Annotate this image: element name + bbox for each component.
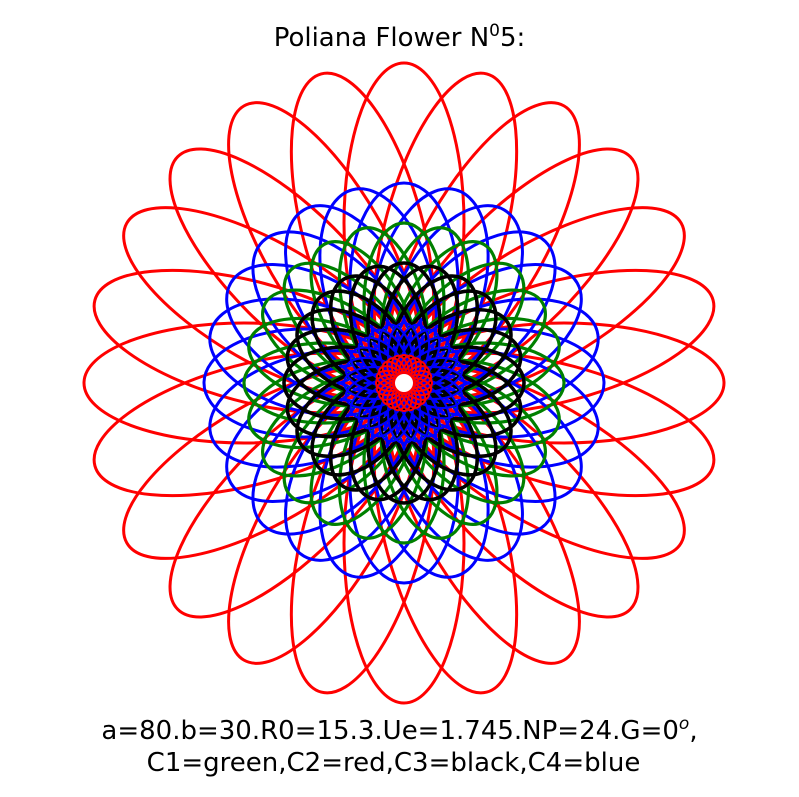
caption-line1-main: a=80.b=30.R0=15.3.Ue=1.745.NP=24.G=0	[101, 716, 679, 746]
center-hole	[395, 374, 413, 392]
figure-title: Poliana Flower N05:	[0, 22, 799, 54]
flower-layers	[82, 61, 726, 705]
caption-line1-suffix: ,	[689, 716, 698, 746]
caption-parameters: a=80.b=30.R0=15.3.Ue=1.745.NP=24.G=0o,	[0, 714, 799, 747]
caption-color-legend: C1=green,C2=red,C3=black,C4=blue	[146, 748, 641, 778]
title-main: Poliana Flower N	[273, 23, 490, 53]
caption-line1-superscript: o	[678, 714, 690, 734]
title-superscript: 0	[489, 21, 500, 41]
red-outer-petals	[82, 61, 726, 705]
title-suffix: 5:	[499, 23, 526, 53]
